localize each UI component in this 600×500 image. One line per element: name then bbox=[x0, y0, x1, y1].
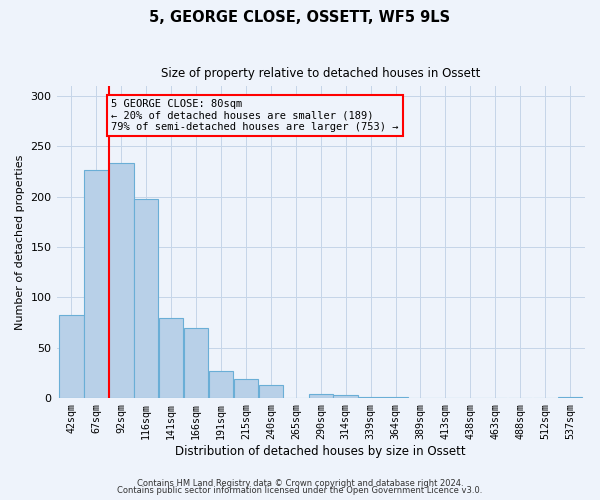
Text: 5, GEORGE CLOSE, OSSETT, WF5 9LS: 5, GEORGE CLOSE, OSSETT, WF5 9LS bbox=[149, 10, 451, 25]
Y-axis label: Number of detached properties: Number of detached properties bbox=[15, 154, 25, 330]
Text: 5 GEORGE CLOSE: 80sqm
← 20% of detached houses are smaller (189)
79% of semi-det: 5 GEORGE CLOSE: 80sqm ← 20% of detached … bbox=[112, 99, 399, 132]
Title: Size of property relative to detached houses in Ossett: Size of property relative to detached ho… bbox=[161, 68, 481, 80]
Bar bbox=[134, 198, 158, 398]
Bar bbox=[209, 371, 233, 398]
Bar bbox=[59, 316, 84, 398]
Bar bbox=[334, 395, 358, 398]
Bar bbox=[558, 397, 582, 398]
Bar bbox=[84, 170, 109, 398]
Bar bbox=[234, 379, 258, 398]
Bar bbox=[109, 164, 134, 398]
Bar bbox=[383, 397, 408, 398]
Bar bbox=[259, 385, 283, 398]
Bar bbox=[308, 394, 333, 398]
Text: Contains public sector information licensed under the Open Government Licence v3: Contains public sector information licen… bbox=[118, 486, 482, 495]
Text: Contains HM Land Registry data © Crown copyright and database right 2024.: Contains HM Land Registry data © Crown c… bbox=[137, 478, 463, 488]
Bar bbox=[159, 318, 184, 398]
X-axis label: Distribution of detached houses by size in Ossett: Distribution of detached houses by size … bbox=[175, 444, 466, 458]
Bar bbox=[184, 328, 208, 398]
Bar bbox=[358, 397, 383, 398]
